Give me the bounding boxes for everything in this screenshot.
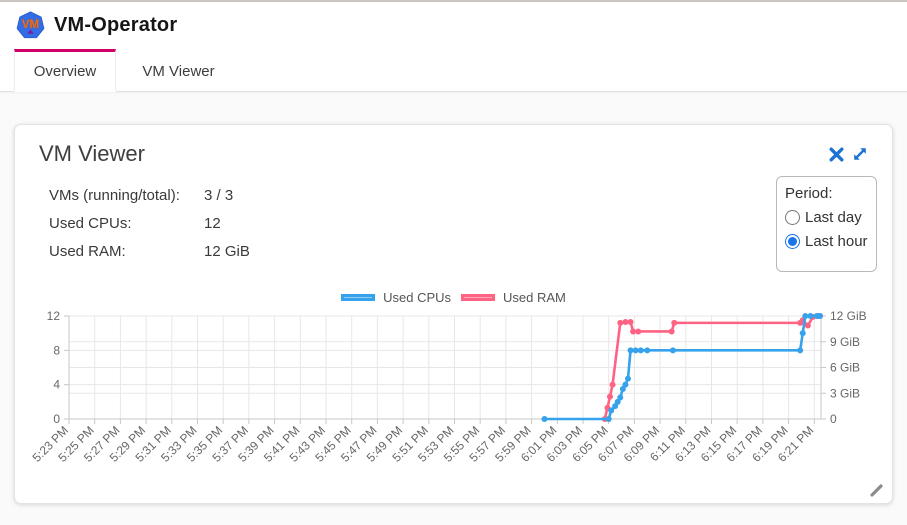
series-point-used-cpus — [624, 375, 631, 382]
series-point-used-ram — [627, 319, 634, 326]
series-point-used-cpus — [622, 381, 629, 388]
vm-operator-logo-icon: VM — [16, 11, 45, 39]
tab-bar: Overview VM Viewer — [0, 49, 907, 101]
app-title: VM-Operator — [54, 14, 178, 36]
series-point-used-cpus — [541, 416, 548, 422]
series-point-used-ram — [622, 319, 629, 326]
series-point-used-ram — [617, 319, 624, 326]
series-point-used-ram — [630, 328, 637, 335]
stat-value: 3 / 3 — [204, 187, 234, 204]
y-axis-label-right: 6 GiB — [830, 361, 860, 375]
series-point-used-ram — [668, 328, 675, 335]
tab-overview-label: Overview — [33, 63, 97, 80]
legend-item-used-cpus[interactable]: Used CPUs — [341, 290, 451, 305]
window-top-border — [0, 0, 907, 2]
stat-value: 12 — [204, 215, 221, 232]
period-label: Period: — [785, 185, 833, 202]
series-point-used-cpus — [807, 313, 814, 319]
legend-label: Used RAM — [503, 290, 566, 305]
series-point-used-ram — [635, 328, 642, 335]
period-option-label: Last hour — [805, 233, 868, 250]
y-axis-label-right: 9 GiB — [830, 335, 860, 349]
card-title: VM Viewer — [39, 141, 145, 166]
y-axis-label-right: 3 GiB — [830, 386, 860, 400]
resize-handle-icon[interactable] — [869, 483, 884, 498]
y-axis-label-left: 0 — [53, 412, 60, 426]
series-point-used-ram — [804, 322, 811, 329]
series-point-used-cpus — [617, 394, 624, 401]
svg-text:VM: VM — [22, 18, 39, 31]
series-point-used-cpus — [605, 416, 612, 422]
series-point-used-cpus — [817, 313, 823, 319]
series-point-used-cpus — [669, 347, 676, 354]
stat-label: VMs (running/total): — [49, 187, 180, 204]
legend-label: Used CPUs — [383, 290, 452, 305]
series-point-used-cpus — [608, 407, 615, 414]
tab-vm-viewer-label: VM Viewer — [142, 63, 215, 80]
tab-vm-viewer[interactable]: VM Viewer — [116, 49, 241, 91]
series-point-used-cpus — [632, 347, 639, 354]
period-option-label: Last day — [805, 209, 862, 226]
card-actions — [829, 145, 869, 163]
series-point-used-cpus — [644, 347, 651, 354]
legend-item-used-ram[interactable]: Used RAM — [461, 290, 566, 305]
y-axis-label-left: 4 — [53, 378, 60, 392]
series-point-used-cpus — [799, 330, 806, 337]
y-axis-label-left: 8 — [53, 343, 60, 357]
chart-legend: Used CPUs Used RAM — [15, 290, 892, 305]
period-radio-last-day[interactable] — [785, 210, 800, 225]
series-point-used-cpus — [797, 347, 804, 354]
legend-swatch — [461, 294, 496, 301]
stat-row-vms: VMs (running/total): 3 / 3 — [49, 187, 250, 204]
content-area: VM Viewer VMs (running/total): 3 / 3 Use… — [0, 92, 907, 525]
series-point-used-cpus — [627, 347, 634, 354]
series-point-used-ram — [609, 381, 616, 388]
stat-row-used-ram: Used RAM: 12 GiB — [49, 243, 250, 260]
vm-viewer-card: VM Viewer VMs (running/total): 3 / 3 Use… — [14, 124, 893, 504]
expand-icon[interactable] — [851, 145, 869, 163]
y-axis-label-right: 12 GiB — [830, 309, 867, 323]
close-icon[interactable] — [829, 147, 844, 162]
series-point-used-ram — [606, 393, 613, 400]
y-axis-label-right: 0 — [830, 412, 837, 426]
tab-overview[interactable]: Overview — [14, 49, 116, 101]
stat-label: Used CPUs: — [49, 215, 132, 232]
stat-label: Used RAM: — [49, 243, 126, 260]
stats-list: VMs (running/total): 3 / 3 Used CPUs: 12… — [49, 187, 250, 271]
series-point-used-cpus — [637, 347, 644, 354]
stat-value: 12 GiB — [204, 243, 250, 260]
y-axis-label-left: 12 — [47, 309, 61, 323]
app-header: VM VM-Operator — [0, 2, 907, 49]
period-fieldset: Period: Last day Last hour — [776, 176, 877, 272]
period-radio-last-hour[interactable] — [785, 234, 800, 249]
stat-row-used-cpus: Used CPUs: 12 — [49, 215, 250, 232]
legend-swatch — [341, 294, 376, 301]
period-option-last-hour[interactable]: Last hour — [785, 233, 876, 250]
period-option-last-day[interactable]: Last day — [785, 209, 876, 226]
series-point-used-ram — [671, 319, 678, 326]
series-point-used-cpus — [802, 313, 809, 319]
